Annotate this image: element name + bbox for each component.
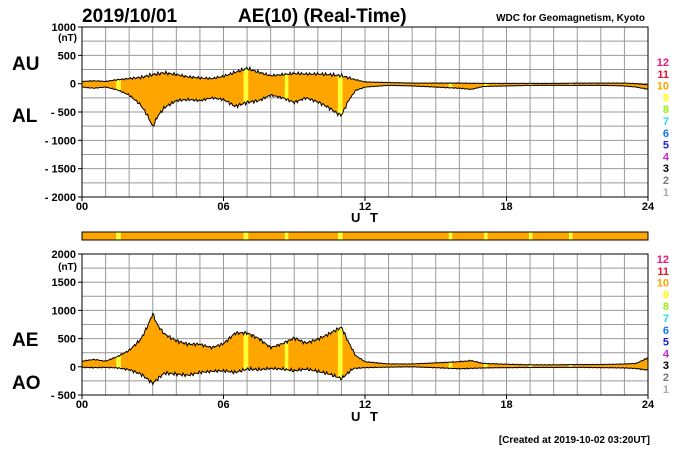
station-band-highlight bbox=[568, 232, 573, 240]
highlight-stripe bbox=[284, 67, 289, 127]
legend-entry: 5 bbox=[663, 337, 669, 349]
legend-entry: 6 bbox=[663, 325, 669, 337]
y-tick-label: 1000 bbox=[52, 305, 76, 317]
legend-entry: 3 bbox=[663, 360, 669, 372]
highlight-stripe bbox=[284, 313, 289, 385]
station-band-highlight bbox=[337, 232, 343, 240]
y-tick-label: 1500 bbox=[52, 277, 76, 289]
legend-entry: 8 bbox=[663, 104, 669, 116]
legend-entry: 10 bbox=[657, 278, 669, 290]
y-tick-label: 1000 bbox=[52, 22, 76, 34]
legend-entry: 11 bbox=[657, 69, 669, 81]
series-line-ae bbox=[81, 312, 649, 366]
x-tick-label: 06 bbox=[217, 201, 229, 213]
station-band-fill bbox=[82, 232, 648, 240]
legend-entry: 1 bbox=[663, 384, 669, 396]
y-tick-label: 0 bbox=[70, 79, 76, 91]
legend-entry: 5 bbox=[663, 140, 669, 152]
plot-title: AE(10) (Real-Time) bbox=[238, 6, 407, 27]
legend-entry: 12 bbox=[657, 254, 669, 266]
x-tick-label: 24 bbox=[642, 201, 655, 213]
lower-label-bottom-panel: AO bbox=[12, 373, 41, 394]
x-tick-label: 00 bbox=[76, 399, 88, 411]
legend-entry: 11 bbox=[657, 266, 669, 278]
station-band-highlight bbox=[484, 232, 488, 240]
x-tick-label: 18 bbox=[500, 399, 512, 411]
y-tick-label: 2000 bbox=[52, 249, 76, 261]
highlight-stripe bbox=[243, 313, 249, 385]
y-tick-label: - 500 bbox=[51, 107, 76, 119]
legend-entry: 1 bbox=[663, 187, 669, 199]
y-tick-label: - 1000 bbox=[45, 135, 76, 147]
station-band-highlight bbox=[528, 232, 533, 240]
legend-entry: 12 bbox=[657, 57, 669, 69]
series-line-al bbox=[81, 84, 649, 127]
x-tick-label: 12 bbox=[359, 399, 371, 411]
legend-entry: 4 bbox=[663, 151, 670, 163]
legend-entry: 9 bbox=[663, 289, 669, 301]
highlight-stripe bbox=[243, 67, 249, 127]
y-tick-label: 500 bbox=[58, 50, 76, 62]
legend-entry: 2 bbox=[663, 372, 669, 384]
upper-label-bottom-panel: AE bbox=[12, 330, 38, 351]
legend-entry: 3 bbox=[663, 163, 669, 175]
legend-entry: 8 bbox=[663, 301, 669, 313]
plot-source: WDC for Geomagnetism, Kyoto bbox=[496, 13, 645, 24]
plot-date: 2019/10/01 bbox=[82, 6, 178, 27]
station-band-highlight bbox=[116, 232, 121, 240]
x-tick-label: 12 bbox=[359, 201, 371, 213]
y-tick-label: - 500 bbox=[51, 390, 76, 402]
top-panel-unit: (nT) bbox=[58, 33, 77, 44]
bottom-panel-xlabel: U T bbox=[351, 409, 381, 424]
legend-entry: 10 bbox=[657, 81, 669, 93]
bottom-panel-unit: (nT) bbox=[58, 262, 77, 273]
station-band-highlight bbox=[284, 232, 289, 240]
created-timestamp: [Created at 2019-10-02 03:20UT] bbox=[499, 435, 650, 446]
highlight-stripe bbox=[337, 67, 343, 127]
station-band bbox=[81, 231, 649, 241]
legend-entry: 7 bbox=[663, 313, 669, 325]
x-tick-label: 00 bbox=[76, 201, 88, 213]
legend-entry: 2 bbox=[663, 175, 669, 187]
station-band-highlight bbox=[243, 232, 249, 240]
upper-label-top-panel: AU bbox=[12, 54, 39, 75]
station-band-highlight bbox=[448, 232, 453, 240]
legend-entry: 7 bbox=[663, 116, 669, 128]
y-tick-label: 500 bbox=[58, 334, 76, 346]
legend-entry: 6 bbox=[663, 128, 669, 140]
highlight-stripe bbox=[337, 313, 343, 385]
x-tick-label: 24 bbox=[642, 399, 655, 411]
x-tick-label: 18 bbox=[500, 201, 512, 213]
grid bbox=[81, 26, 649, 198]
series-line-ao bbox=[81, 365, 649, 386]
top-panel-xlabel: U T bbox=[351, 210, 381, 225]
series-line-au bbox=[81, 65, 649, 86]
y-tick-label: 0 bbox=[70, 362, 76, 374]
x-tick-label: 06 bbox=[217, 399, 229, 411]
station-band-frame bbox=[81, 231, 649, 241]
area-fill bbox=[82, 67, 648, 127]
legend-entry: 4 bbox=[663, 348, 670, 360]
y-tick-label: - 1500 bbox=[45, 164, 76, 176]
grid bbox=[81, 253, 649, 396]
area-fill bbox=[82, 313, 648, 385]
lower-label-top-panel: AL bbox=[12, 106, 38, 127]
legend-entry: 9 bbox=[663, 92, 669, 104]
y-tick-label: - 2000 bbox=[45, 192, 76, 204]
